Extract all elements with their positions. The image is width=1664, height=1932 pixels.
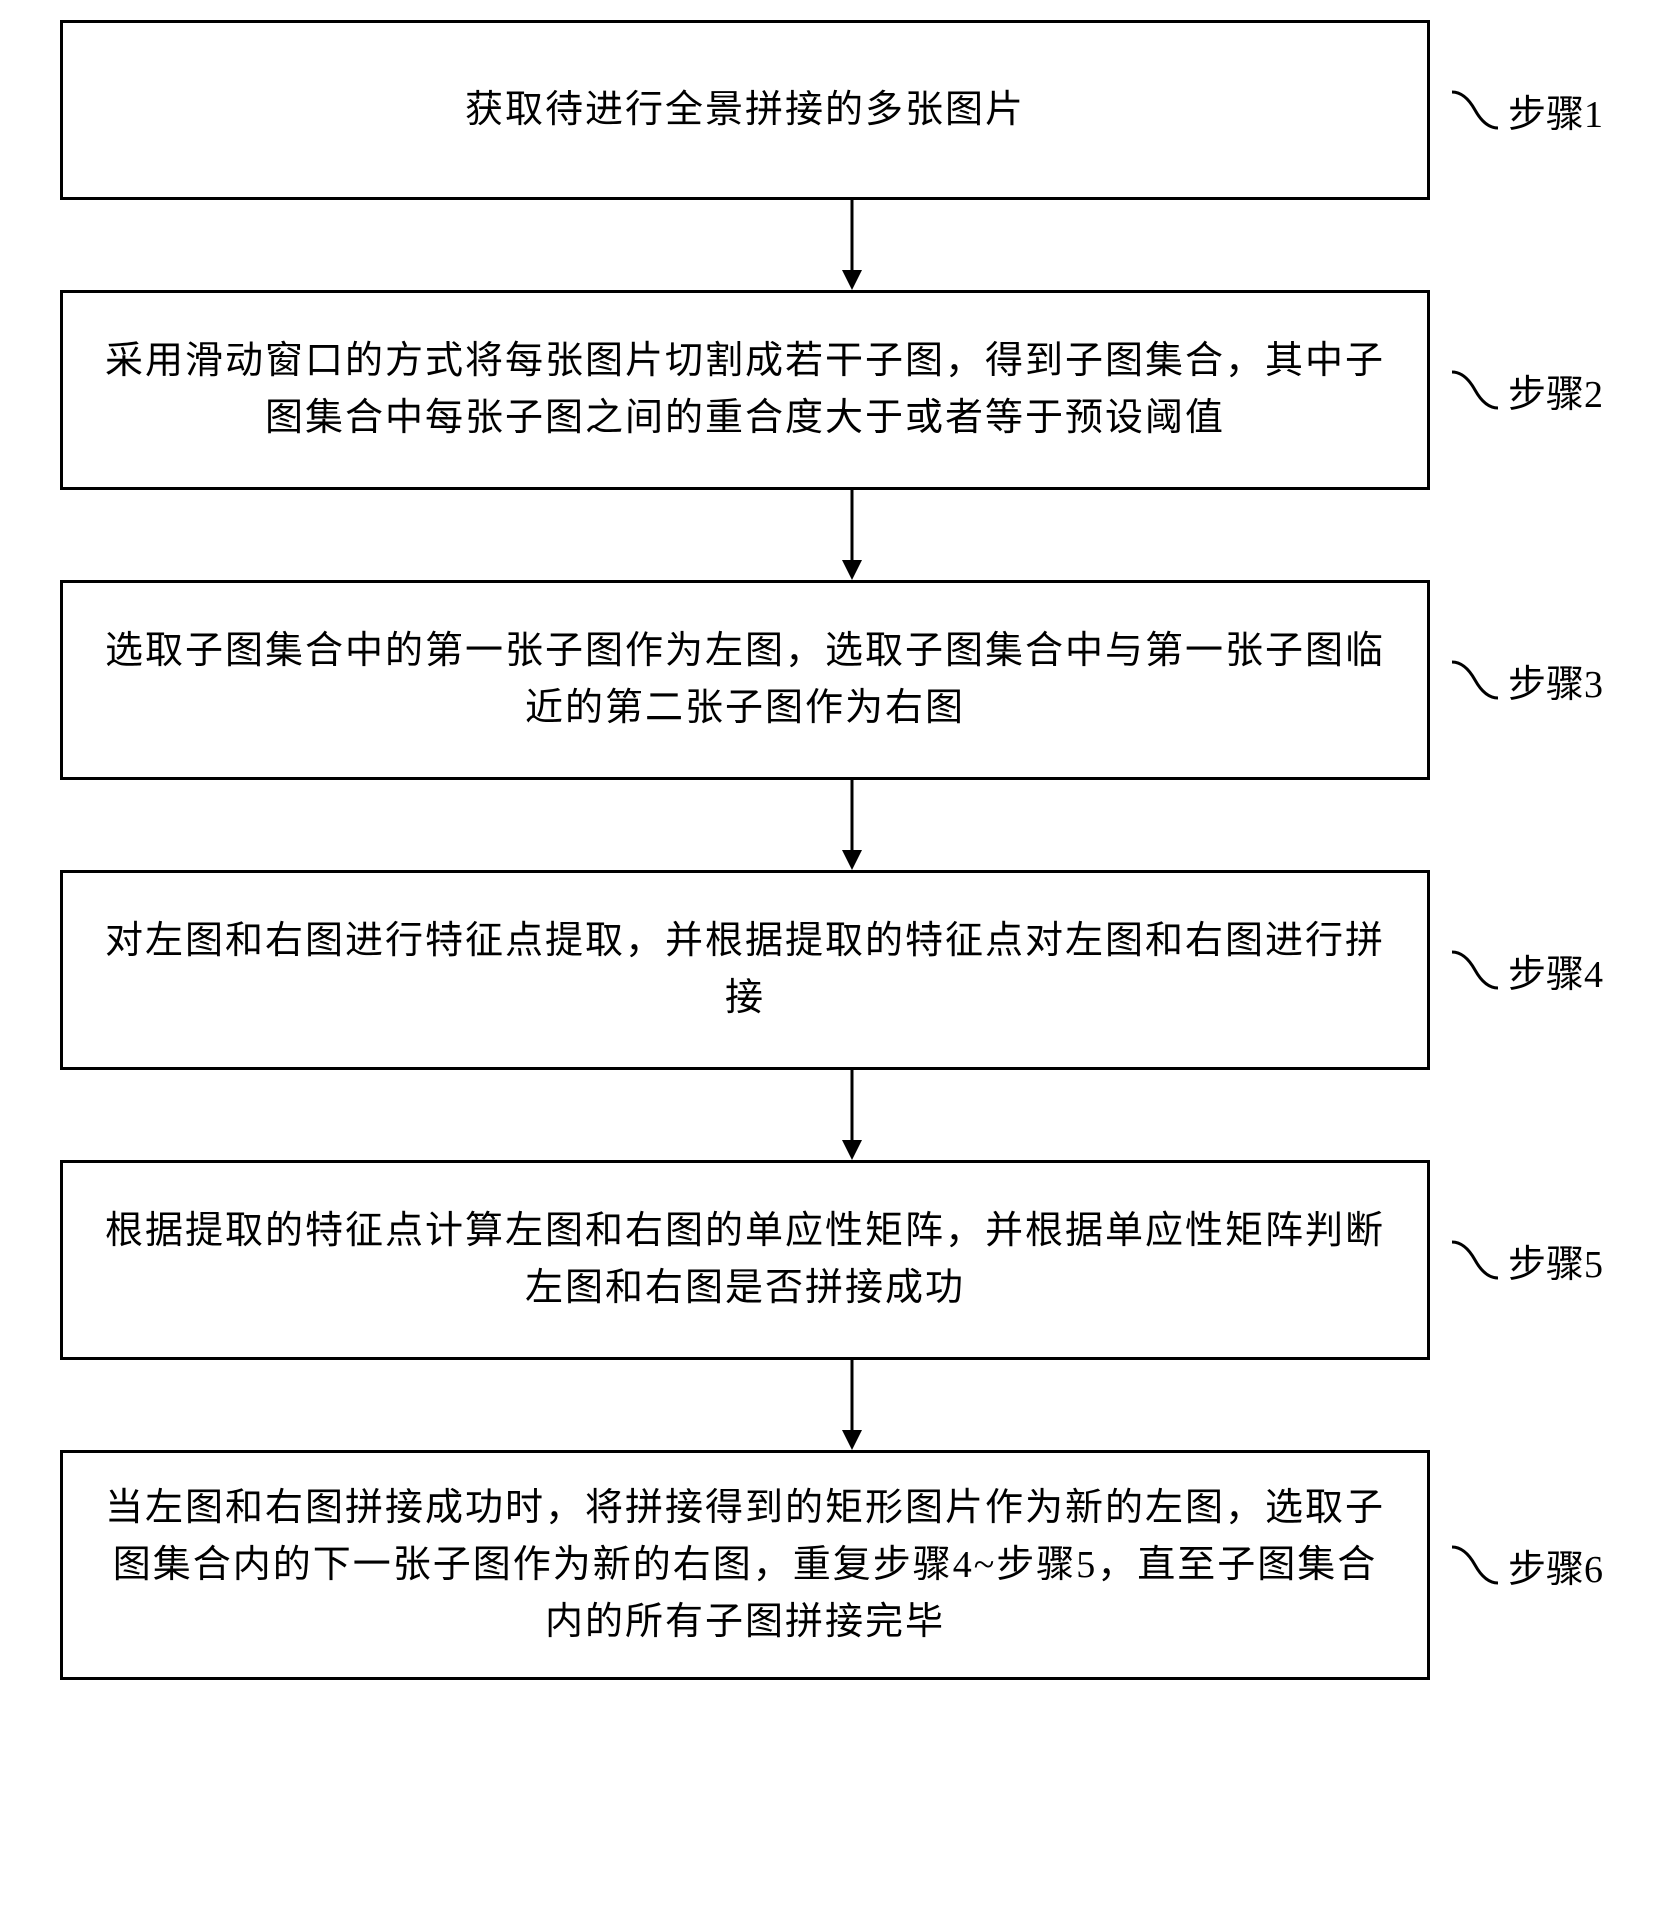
step-box-4: 对左图和右图进行特征点提取，并根据提取的特征点对左图和右图进行拼接: [60, 870, 1430, 1070]
step-box-6: 当左图和右图拼接成功时，将拼接得到的矩形图片作为新的左图，选取子图集合内的下一张…: [60, 1450, 1430, 1680]
curve-bracket-icon: [1450, 1240, 1500, 1280]
step-row-4: 对左图和右图进行特征点提取，并根据提取的特征点对左图和右图进行拼接 步骤4: [20, 870, 1644, 1070]
step-text-4: 对左图和右图进行特征点提取，并根据提取的特征点对左图和右图进行拼接: [103, 913, 1387, 1027]
step-row-2: 采用滑动窗口的方式将每张图片切割成若干子图，得到子图集合，其中子图集合中每张子图…: [20, 290, 1644, 490]
arrow-4: [167, 1070, 1537, 1160]
curve-bracket-icon: [1450, 1545, 1500, 1585]
flowchart-container: 获取待进行全景拼接的多张图片 步骤1 采用滑动窗口的方式将每张图片切割成若干子图…: [20, 20, 1644, 1680]
arrow-3: [167, 780, 1537, 870]
step-label-2: 步骤2: [1508, 363, 1603, 418]
curve-bracket-icon: [1450, 660, 1500, 700]
step-text-5: 根据提取的特征点计算左图和右图的单应性矩阵，并根据单应性矩阵判断左图和右图是否拼…: [103, 1203, 1387, 1317]
step-label-4: 步骤4: [1508, 943, 1603, 998]
arrow-down-icon: [837, 200, 867, 290]
arrow-down-icon: [837, 1070, 867, 1160]
step-text-3: 选取子图集合中的第一张子图作为左图，选取子图集合中与第一张子图临近的第二张子图作…: [103, 623, 1387, 737]
step-label-wrapper-2: 步骤2: [1450, 363, 1603, 418]
step-row-1: 获取待进行全景拼接的多张图片 步骤1: [20, 20, 1644, 200]
step-label-3: 步骤3: [1508, 653, 1603, 708]
curve-bracket-icon: [1450, 370, 1500, 410]
step-box-1: 获取待进行全景拼接的多张图片: [60, 20, 1430, 200]
step-label-6: 步骤6: [1508, 1538, 1603, 1593]
arrow-5: [167, 1360, 1537, 1450]
arrow-1: [167, 200, 1537, 290]
step-label-wrapper-5: 步骤5: [1450, 1233, 1603, 1288]
step-label-5: 步骤5: [1508, 1233, 1603, 1288]
arrow-down-icon: [837, 1360, 867, 1450]
step-label-wrapper-4: 步骤4: [1450, 943, 1603, 998]
step-box-2: 采用滑动窗口的方式将每张图片切割成若干子图，得到子图集合，其中子图集合中每张子图…: [60, 290, 1430, 490]
step-label-wrapper-6: 步骤6: [1450, 1538, 1603, 1593]
step-label-wrapper-1: 步骤1: [1450, 83, 1603, 138]
step-box-5: 根据提取的特征点计算左图和右图的单应性矩阵，并根据单应性矩阵判断左图和右图是否拼…: [60, 1160, 1430, 1360]
step-row-3: 选取子图集合中的第一张子图作为左图，选取子图集合中与第一张子图临近的第二张子图作…: [20, 580, 1644, 780]
step-row-6: 当左图和右图拼接成功时，将拼接得到的矩形图片作为新的左图，选取子图集合内的下一张…: [20, 1450, 1644, 1680]
step-box-3: 选取子图集合中的第一张子图作为左图，选取子图集合中与第一张子图临近的第二张子图作…: [60, 580, 1430, 780]
curve-bracket-icon: [1450, 90, 1500, 130]
step-text-2: 采用滑动窗口的方式将每张图片切割成若干子图，得到子图集合，其中子图集合中每张子图…: [103, 333, 1387, 447]
arrow-down-icon: [837, 780, 867, 870]
step-text-6: 当左图和右图拼接成功时，将拼接得到的矩形图片作为新的左图，选取子图集合内的下一张…: [103, 1480, 1387, 1651]
arrow-down-icon: [837, 490, 867, 580]
step-label-wrapper-3: 步骤3: [1450, 653, 1603, 708]
step-row-5: 根据提取的特征点计算左图和右图的单应性矩阵，并根据单应性矩阵判断左图和右图是否拼…: [20, 1160, 1644, 1360]
arrow-2: [167, 490, 1537, 580]
step-text-1: 获取待进行全景拼接的多张图片: [465, 82, 1025, 139]
curve-bracket-icon: [1450, 950, 1500, 990]
step-label-1: 步骤1: [1508, 83, 1603, 138]
